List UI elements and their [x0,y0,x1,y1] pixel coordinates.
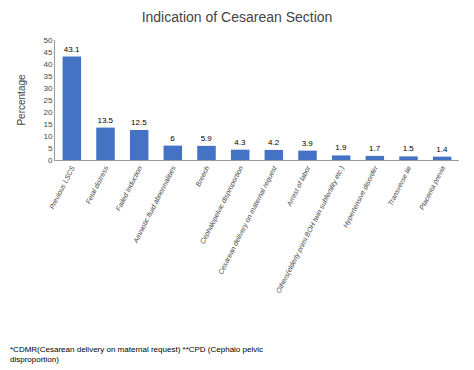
svg-text:Amniotic fluid abnormalities: Amniotic fluid abnormalities [131,164,177,244]
svg-text:4.2: 4.2 [268,138,280,147]
svg-text:45: 45 [43,48,52,57]
svg-text:Transverse lie: Transverse lie [387,165,413,207]
svg-text:5: 5 [48,144,53,153]
svg-text:30: 30 [43,84,52,93]
svg-text:Percentage: Percentage [16,74,27,126]
svg-text:Previous LSCS: Previous LSCS [48,164,76,210]
svg-text:1.5: 1.5 [403,144,415,153]
svg-text:25: 25 [43,96,52,105]
svg-text:Others(elderly primi BOH twin: Others(elderly primi BOH twin subfertili… [275,165,346,295]
svg-text:Cesarean delivery on maternal: Cesarean delivery on maternal request [217,164,279,276]
svg-text:Arrest of labor: Arrest of labor [285,164,312,208]
svg-text:Failed Induction: Failed Induction [115,165,144,212]
svg-text:Indication of Cesarean Section: Indication of Cesarean Section [142,9,333,25]
svg-text:Breech: Breech [194,165,210,188]
svg-text:50: 50 [43,36,52,45]
svg-text:35: 35 [43,72,52,81]
svg-text:15: 15 [43,120,52,129]
svg-text:Cephalopelvic disproportion: Cephalopelvic disproportion [199,165,245,246]
svg-text:Fetal distress: Fetal distress [84,164,109,205]
svg-text:1.4: 1.4 [436,145,448,154]
svg-text:10: 10 [43,132,52,141]
svg-text:0: 0 [48,156,53,165]
svg-text:6: 6 [170,134,175,143]
svg-text:13.5: 13.5 [97,116,113,125]
svg-text:5.9: 5.9 [201,134,213,143]
svg-text:40: 40 [43,60,52,69]
svg-text:1.7: 1.7 [369,144,381,153]
svg-text:4.3: 4.3 [234,138,246,147]
svg-text:12.5: 12.5 [131,118,147,127]
svg-text:43.1: 43.1 [64,45,80,54]
svg-text:*CDMR(Cesarean delivery on mat: *CDMR(Cesarean delivery on maternal requ… [10,345,263,364]
svg-text:3.9: 3.9 [302,139,314,148]
svg-text:Placenta previa: Placenta previa [418,165,447,212]
svg-text:Hypertensive disorder: Hypertensive disorder [342,164,380,229]
svg-text:20: 20 [43,108,52,117]
svg-text:1.9: 1.9 [335,143,347,152]
